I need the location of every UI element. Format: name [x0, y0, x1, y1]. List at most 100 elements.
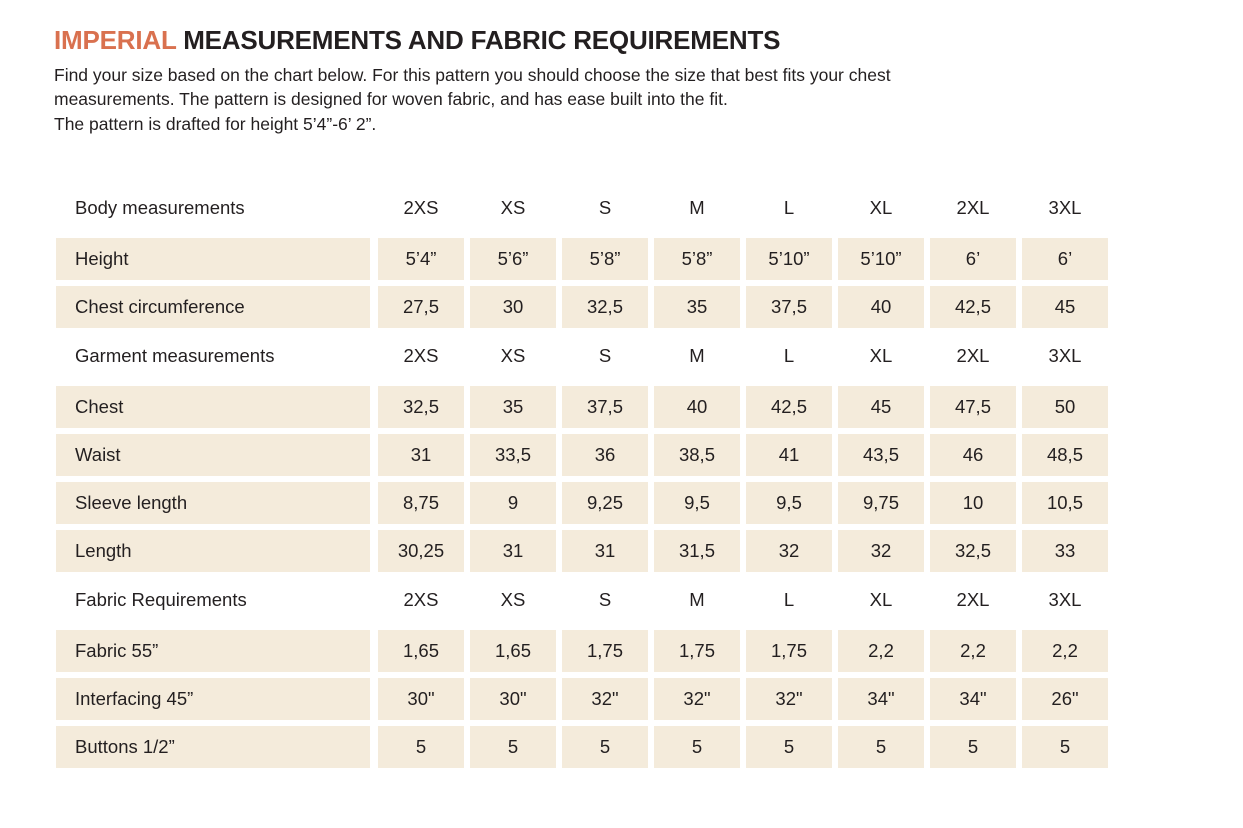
value-cell: 30"	[378, 678, 464, 720]
value-cell: 42,5	[930, 286, 1016, 328]
size-column-header: XS	[500, 589, 526, 610]
size-column-header: 2XL	[956, 345, 990, 366]
row-label: Chest	[56, 386, 370, 428]
value-cell: 30	[470, 286, 556, 328]
size-column-header: L	[783, 197, 795, 218]
value-cells: 31 33,5 36 38,5 41 43,5 46 48,5	[378, 434, 1108, 476]
size-column-header: XS	[500, 197, 526, 218]
value-cell: 32"	[562, 678, 648, 720]
page-title-rest: MEASUREMENTS AND FABRIC REQUIREMENTS	[183, 25, 781, 55]
value-cell: 9,5	[746, 482, 832, 524]
size-column-header: L	[783, 345, 795, 366]
value-cell: 5	[378, 726, 464, 768]
size-column-header: S	[598, 197, 612, 218]
section-heading: Garment measurements	[75, 345, 275, 366]
value-cell: 31	[470, 530, 556, 572]
size-column-header: 3XL	[1048, 345, 1082, 366]
size-column-header: 3XL	[1048, 589, 1082, 610]
row-label: Sleeve length	[56, 482, 370, 524]
table-row: Fabric 55” 1,65 1,65 1,75 1,75 1,75 2,2 2,2 2,2	[56, 630, 1108, 672]
value-cells: 30" 30" 32" 32" 32" 34" 34" 26"	[378, 678, 1108, 720]
value-cell: 2,2	[1022, 630, 1108, 672]
value-cells: 2XS XS S M L XL 2XL 3XL	[378, 578, 1108, 622]
column-gap	[370, 434, 378, 476]
value-cell: 31,5	[654, 530, 740, 572]
intro-line-1: Find your size based on the chart below.…	[54, 64, 891, 85]
value-cell: 5’10”	[746, 238, 832, 280]
size-column-header: M	[689, 589, 705, 610]
row-label: Waist	[56, 434, 370, 476]
value-cell: 32"	[746, 678, 832, 720]
value-cell: 47,5	[930, 386, 1016, 428]
value-cell: 35	[654, 286, 740, 328]
column-gap	[370, 530, 378, 572]
value-cell: 38,5	[654, 434, 740, 476]
size-column-header: XL	[869, 589, 893, 610]
column-gap	[370, 578, 378, 622]
value-cell: 45	[838, 386, 924, 428]
table-row: Length 30,25 31 31 31,5 32 32 32,5 33	[56, 530, 1108, 572]
row-label: Buttons 1/2”	[56, 726, 370, 768]
value-cell: 1,75	[562, 630, 648, 672]
column-gap	[370, 630, 378, 672]
table-row: Chest 32,5 35 37,5 40 42,5 45 47,5 50	[56, 386, 1108, 428]
intro-paragraph: Find your size based on the chart below.…	[54, 63, 1124, 138]
value-cell: 1,65	[378, 630, 464, 672]
value-cell: 30"	[470, 678, 556, 720]
value-cell: 6’	[930, 238, 1016, 280]
value-cell: 31	[562, 530, 648, 572]
size-column-header: M	[689, 197, 705, 218]
size-column-header: S	[598, 589, 612, 610]
value-cells: 2XS XS S M L XL 2XL 3XL	[378, 334, 1108, 378]
value-cells: 8,75 9 9,25 9,5 9,5 9,75 10 10,5	[378, 482, 1108, 524]
value-cell: 8,75	[378, 482, 464, 524]
value-cell: 26"	[1022, 678, 1108, 720]
value-cell: 5’8”	[562, 238, 648, 280]
column-gap	[370, 186, 378, 230]
value-cell: 34"	[930, 678, 1016, 720]
value-cell: 5’10”	[838, 238, 924, 280]
value-cell: 1,75	[654, 630, 740, 672]
value-cell: 5	[1022, 726, 1108, 768]
value-cell: 5	[930, 726, 1016, 768]
row-label: Height	[56, 238, 370, 280]
section-heading: Fabric Requirements	[75, 589, 247, 610]
value-cell: 32	[838, 530, 924, 572]
section-heading: Body measurements	[75, 197, 245, 218]
value-cells: 5’4” 5’6” 5’8” 5’8” 5’10” 5’10” 6’ 6’	[378, 238, 1108, 280]
value-cell: 32"	[654, 678, 740, 720]
column-gap	[370, 334, 378, 378]
page-title: IMPERIAL MEASUREMENTS AND FABRIC REQUIRE…	[54, 26, 1154, 55]
value-cell: 5	[838, 726, 924, 768]
column-gap	[370, 238, 378, 280]
value-cell: 30,25	[378, 530, 464, 572]
column-gap	[370, 482, 378, 524]
value-cell: 36	[562, 434, 648, 476]
page-title-accent: IMPERIAL	[54, 25, 177, 55]
intro-line-2: measurements. The pattern is designed fo…	[54, 89, 728, 110]
value-cell: 40	[654, 386, 740, 428]
value-cell: 5’4”	[378, 238, 464, 280]
value-cell: 45	[1022, 286, 1108, 328]
column-gap	[370, 286, 378, 328]
value-cell: 2,2	[838, 630, 924, 672]
value-cell: 32,5	[378, 386, 464, 428]
value-cell: 33,5	[470, 434, 556, 476]
row-label: Fabric 55”	[56, 630, 370, 672]
value-cells: 30,25 31 31 31,5 32 32 32,5 33	[378, 530, 1108, 572]
value-cell: 27,5	[378, 286, 464, 328]
section-header-row: Body measurements 2XS XS S M L XL 2XL 3XL	[56, 186, 1108, 230]
size-column-header: 3XL	[1048, 197, 1082, 218]
table-row: Height 5’4” 5’6” 5’8” 5’8” 5’10” 5’10” 6’ 6’	[56, 238, 1108, 280]
value-cell: 5’8”	[654, 238, 740, 280]
size-column-header: XL	[869, 345, 893, 366]
value-cell: 43,5	[838, 434, 924, 476]
value-cell: 1,65	[470, 630, 556, 672]
size-column-header: XL	[869, 197, 893, 218]
value-cell: 9	[470, 482, 556, 524]
value-cells: 32,5 35 37,5 40 42,5 45 47,5 50	[378, 386, 1108, 428]
value-cell: 35	[470, 386, 556, 428]
value-cell: 2,2	[930, 630, 1016, 672]
value-cell: 40	[838, 286, 924, 328]
